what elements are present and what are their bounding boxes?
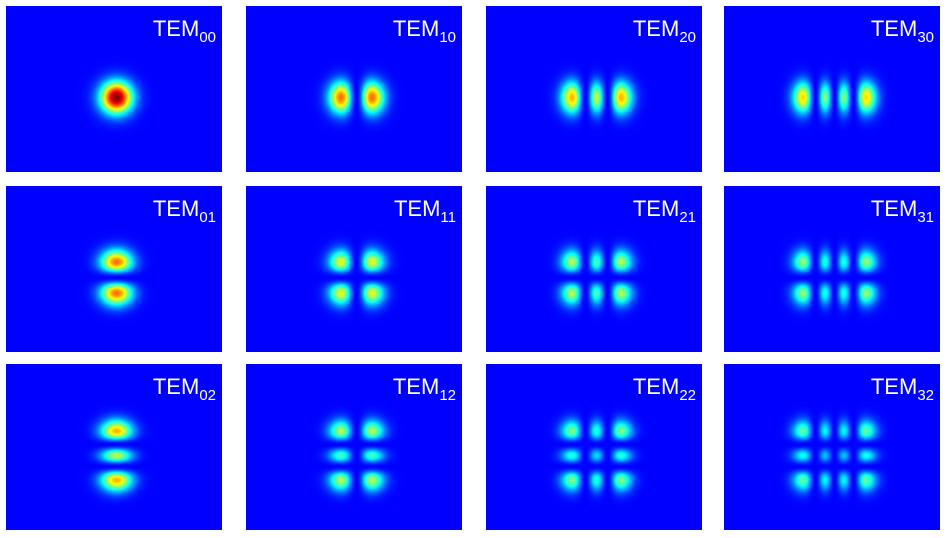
mode-label-tem20: TEM20 <box>632 16 696 46</box>
mode-label-subscript: 22 <box>679 387 696 404</box>
mode-panel-tem21: TEM21 <box>486 186 702 352</box>
mode-panel-tem30: TEM30 <box>724 6 940 172</box>
mode-label-prefix: TEM <box>152 16 200 41</box>
mode-label-prefix: TEM <box>870 196 918 221</box>
mode-label-tem31: TEM31 <box>870 196 934 226</box>
intensity-map-tem30 <box>724 6 940 172</box>
mode-label-tem22: TEM22 <box>632 374 696 404</box>
mode-label-tem12: TEM12 <box>392 374 456 404</box>
mode-label-prefix: TEM <box>632 16 680 41</box>
mode-label-tem02: TEM02 <box>152 374 216 404</box>
mode-label-tem21: TEM21 <box>632 196 696 226</box>
mode-panel-tem12: TEM12 <box>246 364 462 530</box>
mode-label-subscript: 12 <box>439 387 456 404</box>
mode-panel-tem31: TEM31 <box>724 186 940 352</box>
mode-label-prefix: TEM <box>870 16 918 41</box>
mode-panel-tem01: TEM01 <box>6 186 222 352</box>
mode-label-prefix: TEM <box>870 374 918 399</box>
intensity-map-tem20 <box>486 6 702 172</box>
mode-label-subscript: 30 <box>917 29 934 46</box>
mode-panel-tem20: TEM20 <box>486 6 702 172</box>
intensity-map-tem11 <box>246 186 462 352</box>
mode-panel-tem22: TEM22 <box>486 364 702 530</box>
mode-label-subscript: 02 <box>199 387 216 404</box>
mode-label-prefix: TEM <box>632 196 680 221</box>
mode-label-prefix: TEM <box>152 374 200 399</box>
intensity-map-tem02 <box>6 364 222 530</box>
intensity-map-tem10 <box>246 6 462 172</box>
mode-panel-tem00: TEM00 <box>6 6 222 172</box>
mode-label-subscript: 21 <box>679 209 696 226</box>
mode-panel-tem32: TEM32 <box>724 364 940 530</box>
intensity-map-tem00 <box>6 6 222 172</box>
mode-label-prefix: TEM <box>392 374 440 399</box>
mode-label-subscript: 11 <box>440 209 456 226</box>
mode-label-tem00: TEM00 <box>152 16 216 46</box>
intensity-map-tem22 <box>486 364 702 530</box>
intensity-map-tem31 <box>724 186 940 352</box>
intensity-map-tem21 <box>486 186 702 352</box>
mode-label-prefix: TEM <box>392 16 440 41</box>
intensity-map-tem01 <box>6 186 222 352</box>
mode-label-subscript: 10 <box>439 29 456 46</box>
mode-label-prefix: TEM <box>152 196 200 221</box>
mode-label-subscript: 20 <box>679 29 696 46</box>
intensity-map-tem32 <box>724 364 940 530</box>
mode-label-subscript: 01 <box>199 209 216 226</box>
mode-label-subscript: 32 <box>917 387 934 404</box>
mode-label-tem30: TEM30 <box>870 16 934 46</box>
mode-label-prefix: TEM <box>393 196 441 221</box>
mode-label-tem11: TEM11 <box>393 196 456 226</box>
mode-label-subscript: 00 <box>199 29 216 46</box>
mode-label-tem10: TEM10 <box>392 16 456 46</box>
mode-panel-tem10: TEM10 <box>246 6 462 172</box>
mode-label-prefix: TEM <box>632 374 680 399</box>
mode-panel-tem02: TEM02 <box>6 364 222 530</box>
mode-label-subscript: 31 <box>917 209 934 226</box>
intensity-map-tem12 <box>246 364 462 530</box>
mode-panel-tem11: TEM11 <box>246 186 462 352</box>
mode-label-tem01: TEM01 <box>152 196 216 226</box>
mode-label-tem32: TEM32 <box>870 374 934 404</box>
